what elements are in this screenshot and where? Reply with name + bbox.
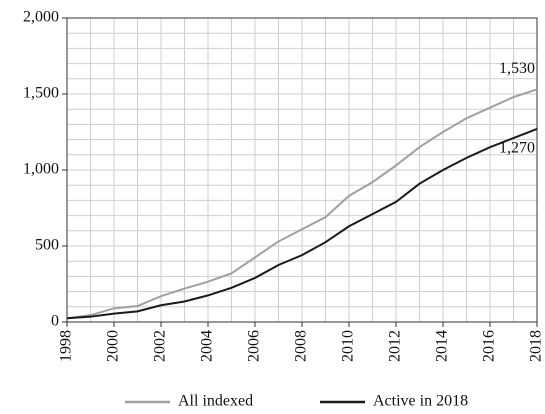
y-tick-label: 0 [51,313,59,330]
series-line [66,88,538,320]
x-tick-label: 2008 [293,330,310,362]
x-tick-label: 2012 [387,330,404,362]
x-tick-label: 2004 [199,330,216,362]
x-tick-label: 2016 [481,330,498,362]
x-tick-label: 1998 [58,330,75,362]
x-tick-label: 2006 [246,330,263,362]
x-tick-label: 2018 [528,330,545,362]
x-tick-label: 2002 [152,330,169,362]
x-tick-label: 2010 [340,330,357,362]
x-tick-label: 2014 [434,330,451,362]
y-tick-label: 2,000 [23,9,59,26]
y-tick-label: 1,500 [23,85,59,102]
value-label: 1,530 [499,60,535,77]
legend-label: Active in 2018 [373,393,468,410]
y-tick-label: 1,000 [23,161,59,178]
y-tick-label: 500 [35,237,59,254]
x-tick-label: 2000 [105,330,122,362]
value-label: 1,270 [499,140,535,157]
legend-label: All indexed [178,393,253,410]
series-line [66,128,538,320]
